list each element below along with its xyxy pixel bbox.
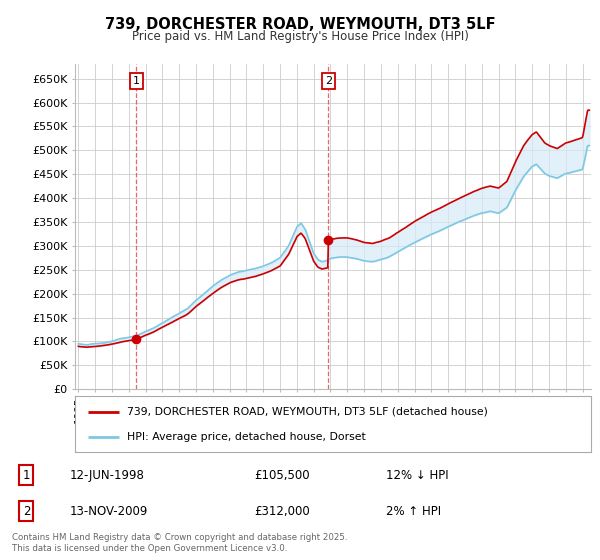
Text: 2: 2 (325, 76, 332, 86)
Text: 2% ↑ HPI: 2% ↑ HPI (386, 505, 442, 517)
Text: 739, DORCHESTER ROAD, WEYMOUTH, DT3 5LF (detached house): 739, DORCHESTER ROAD, WEYMOUTH, DT3 5LF … (127, 407, 487, 417)
Text: 739, DORCHESTER ROAD, WEYMOUTH, DT3 5LF: 739, DORCHESTER ROAD, WEYMOUTH, DT3 5LF (104, 17, 496, 31)
Text: 1: 1 (133, 76, 140, 86)
Text: Contains HM Land Registry data © Crown copyright and database right 2025.
This d: Contains HM Land Registry data © Crown c… (12, 533, 347, 553)
Text: Price paid vs. HM Land Registry's House Price Index (HPI): Price paid vs. HM Land Registry's House … (131, 30, 469, 43)
Text: 12-JUN-1998: 12-JUN-1998 (70, 469, 145, 482)
Text: 1: 1 (23, 469, 30, 482)
Text: 2: 2 (23, 505, 30, 517)
Text: £105,500: £105,500 (254, 469, 310, 482)
Text: £312,000: £312,000 (254, 505, 310, 517)
Text: HPI: Average price, detached house, Dorset: HPI: Average price, detached house, Dors… (127, 432, 365, 442)
Text: 13-NOV-2009: 13-NOV-2009 (70, 505, 148, 517)
Text: 12% ↓ HPI: 12% ↓ HPI (386, 469, 449, 482)
